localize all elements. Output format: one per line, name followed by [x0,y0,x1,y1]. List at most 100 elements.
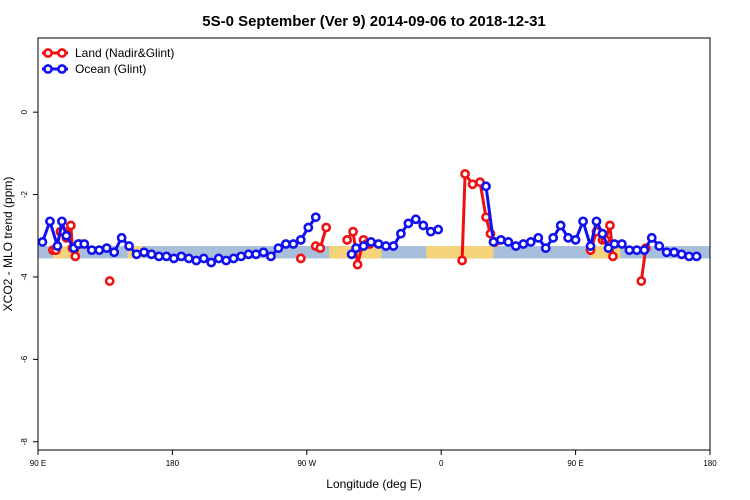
band-land-3 [426,246,494,259]
series-1-point-68 [597,228,608,239]
legend-label-1: Ocean (Glint) [75,62,146,76]
series-1-point-52 [481,181,491,192]
x-tick-label-5: 180 [703,459,717,468]
y-tick-label-4: -8 [20,438,29,446]
series-0-point-16 [352,259,363,270]
series-1-point-37 [303,222,314,233]
x-axis-label: Longitude (deg E) [326,477,421,491]
series-1-point-70 [609,239,620,249]
y-tick-label-2: -4 [20,273,29,281]
series-1-point-2 [52,241,63,251]
series-1-point-78 [669,247,680,258]
series-1-point-3 [56,216,67,227]
series-1-point-50 [425,226,436,237]
series-1-point-0 [37,237,48,247]
series-1-point-75 [646,232,657,243]
series-1-point-21 [183,253,194,264]
series-1-point-61 [548,232,559,243]
y-axis: 0 -2 -4 -6 -8 [20,109,38,445]
series-1-point-49 [418,220,429,231]
series-1-point-34 [280,239,291,249]
series-1-point-15 [139,247,149,258]
series-1-point-77 [661,247,672,258]
series-0-point-14 [342,234,353,245]
series-1-point-59 [533,232,544,243]
y-axis-label: XCO2 - MLO trend (ppm) [1,177,15,312]
series-1-point-10 [101,243,112,254]
series-1-point-54 [496,234,506,245]
series-1-point-25 [213,253,224,264]
series-0-point-12 [315,243,326,254]
series-0-point-22 [467,179,478,190]
series-1-point-58 [525,237,536,247]
series-1-point-57 [518,239,529,249]
series-0-point-21 [460,169,470,179]
series-1-point-36 [295,234,306,245]
x-axis: 90 E 180 90 W 0 90 E 180 [30,450,717,468]
series-1-point-26 [221,255,232,266]
series-1-point-67 [591,216,602,227]
series-1-point-19 [168,253,179,264]
series-1-point-47 [403,218,414,229]
series-0-point-7 [70,251,81,262]
series-1-point-32 [266,251,276,262]
series-1-point-46 [395,228,406,239]
series-1-point-66 [585,241,596,251]
series-1-point-38 [310,212,321,223]
series-1-point-48 [410,214,421,225]
series-1-point-27 [228,253,239,264]
legend-marker-1 [43,64,53,74]
series-0-point-20 [457,255,468,266]
series-1-point-31 [258,247,269,258]
series-1-point-18 [161,251,172,262]
series-0-point-31 [605,220,615,231]
legend-marker-b-1 [57,64,67,74]
series-0-point-32 [608,251,618,262]
series-1-point-65 [578,216,588,227]
series-1-point-56 [510,241,521,251]
legend: Land (Nadir&Glint) Ocean (Glint) [42,46,174,76]
series-1-point-22 [191,255,202,266]
series-1-point-16 [146,249,157,260]
series-1-point-1 [45,216,55,227]
series-1-point-12 [116,232,127,243]
series-1-point-60 [540,243,551,254]
x-tick-label-4: 90 E [567,459,583,468]
series-0-point-13 [321,222,332,233]
series-1-point-62 [555,220,566,231]
y-tick-label-0: 0 [20,109,29,114]
series-1-point-43 [373,239,384,249]
series-1-point-11 [109,247,120,258]
x-tick-label-0: 90 E [30,459,46,468]
series-1-point-72 [624,245,635,256]
x-tick-label-1: 180 [166,459,180,468]
series-1-point-42 [366,237,376,247]
chart-title: 5S-0 September (Ver 9) 2014-09-06 to 201… [202,13,546,30]
x-tick-label-3: 0 [439,459,444,468]
series-1-point-71 [616,239,627,249]
series-1-point-39 [346,249,357,260]
series-1-point-8 [86,245,97,256]
series-layer [37,169,702,286]
series-1-point-79 [676,249,687,260]
y-tick-label-1: -2 [20,190,29,198]
legend-label-0: Land (Nadir&Glint) [75,46,174,60]
series-1-point-7 [79,239,90,249]
series-1-point-74 [639,245,650,256]
series-1-point-9 [94,245,105,256]
series-1 [37,181,702,268]
series-1-point-30 [251,249,261,260]
series-1-point-28 [236,251,246,262]
series-0-point-15 [348,226,358,237]
series-1-point-80 [684,251,694,262]
x-tick-label-2: 90 W [297,459,316,468]
plot-frame [37,37,711,451]
series-1-point-20 [176,251,187,262]
series-1-point-23 [198,253,209,264]
series-1-point-81 [691,251,702,262]
series-0-point-9 [104,276,115,286]
series-0-point-10 [295,253,306,264]
series-1-point-35 [288,239,299,249]
series-1-point-4 [61,230,72,241]
